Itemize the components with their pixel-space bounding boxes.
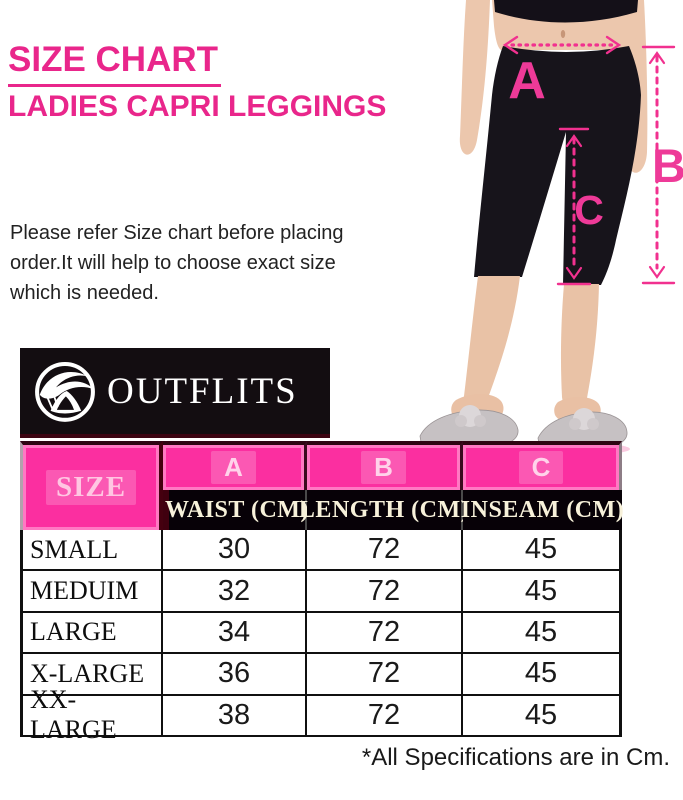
measure-letter-a: A — [508, 52, 546, 110]
value-cell: 38 — [163, 695, 307, 737]
sports-top — [494, 0, 638, 23]
value-cell: 32 — [163, 571, 307, 613]
capri-leggings — [474, 46, 641, 285]
size-cell: XX-LARGE — [20, 685, 163, 744]
value-cell: 72 — [307, 612, 463, 655]
brand-logo-text: OUTFLITS — [107, 370, 298, 412]
size-cell: LARGE — [20, 612, 163, 655]
measure-header-b: B — [307, 441, 463, 490]
page-subtitle: LADIES CAPRI LEGGINGS — [8, 90, 387, 123]
value-cell: 45 — [463, 571, 622, 613]
length-measure-arrow — [641, 45, 676, 285]
silver-sandals — [419, 405, 628, 452]
value-cell: 45 — [463, 612, 622, 655]
intro-text: Please refer Size chart before placing o… — [10, 222, 344, 304]
measure-letter-c: C — [574, 187, 604, 233]
navel — [560, 30, 566, 38]
value-cell: 45 — [463, 530, 622, 572]
size-table: SIZE A B C WAIST (CM) LENGTH (CM) INSEAM… — [20, 441, 624, 744]
value-cell: 72 — [307, 695, 463, 737]
measure-letter-b: B — [652, 139, 683, 192]
value-cell: 45 — [463, 654, 622, 696]
measure-header-a: A — [163, 441, 307, 490]
waist-measure-arrow — [502, 35, 622, 55]
value-cell: 72 — [307, 530, 463, 572]
model-photo: A B C — [418, 0, 683, 455]
value-cell: 72 — [307, 571, 463, 613]
value-cell: 45 — [463, 695, 622, 737]
column-header-waist: WAIST (CM) — [163, 490, 308, 530]
size-cell: MEDUIM — [20, 571, 163, 613]
value-cell: 34 — [163, 612, 307, 655]
value-cell: 30 — [163, 530, 307, 572]
value-cell: 36 — [163, 654, 307, 696]
value-cell: 72 — [307, 654, 463, 696]
inseam-measure-arrow — [556, 127, 592, 286]
page-title: SIZE CHART — [8, 40, 221, 87]
size-cell: X-LARGE — [20, 654, 163, 696]
size-column-header: SIZE — [20, 441, 163, 530]
measure-header-c: C — [463, 441, 622, 490]
size-cell: SMALL — [20, 530, 163, 572]
brand-logo-icon — [35, 361, 95, 422]
brand-logo: OUTFLITS — [20, 348, 330, 438]
column-header-length: LENGTH (CM) — [299, 490, 469, 530]
column-header-inseam: INSEAM (CM) — [461, 490, 624, 530]
units-footnote: *All Specifications are in Cm. — [361, 744, 670, 771]
